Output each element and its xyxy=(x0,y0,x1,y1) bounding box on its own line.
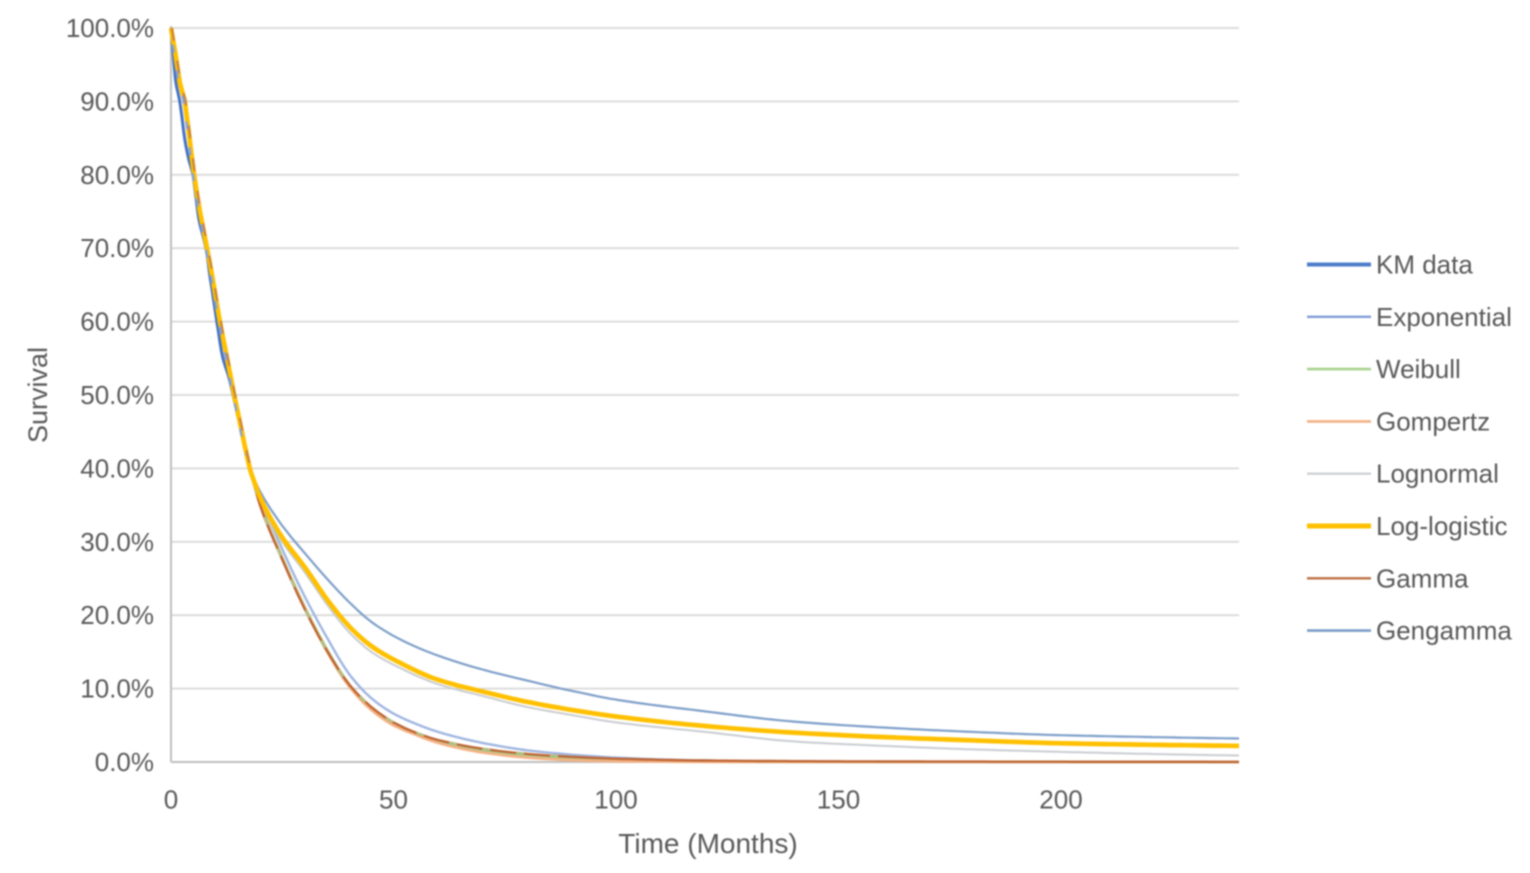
svg-text:0.0%: 0.0% xyxy=(95,747,154,777)
svg-text:Gompertz: Gompertz xyxy=(1376,406,1490,436)
svg-text:150: 150 xyxy=(817,785,860,815)
svg-text:Lognormal: Lognormal xyxy=(1376,459,1499,489)
svg-text:200: 200 xyxy=(1039,785,1082,815)
svg-text:10.0%: 10.0% xyxy=(80,674,154,704)
svg-text:100.0%: 100.0% xyxy=(66,13,154,43)
svg-text:Log-logistic: Log-logistic xyxy=(1376,511,1508,541)
svg-text:70.0%: 70.0% xyxy=(80,233,154,263)
svg-text:Gengamma: Gengamma xyxy=(1376,616,1512,646)
svg-text:40.0%: 40.0% xyxy=(80,453,154,483)
svg-text:20.0%: 20.0% xyxy=(80,600,154,630)
svg-text:Gamma: Gamma xyxy=(1376,563,1469,593)
svg-text:Exponential: Exponential xyxy=(1376,302,1512,332)
svg-text:100: 100 xyxy=(594,785,637,815)
svg-text:90.0%: 90.0% xyxy=(80,86,154,116)
svg-text:50: 50 xyxy=(379,785,408,815)
svg-text:Survival: Survival xyxy=(23,347,53,443)
svg-text:60.0%: 60.0% xyxy=(80,307,154,337)
svg-text:KM data: KM data xyxy=(1376,250,1473,280)
svg-text:50.0%: 50.0% xyxy=(80,380,154,410)
svg-text:80.0%: 80.0% xyxy=(80,160,154,190)
svg-text:0: 0 xyxy=(164,785,178,815)
svg-text:Time (Months): Time (Months) xyxy=(618,828,797,859)
svg-text:30.0%: 30.0% xyxy=(80,527,154,557)
svg-text:Weibull: Weibull xyxy=(1376,354,1461,384)
